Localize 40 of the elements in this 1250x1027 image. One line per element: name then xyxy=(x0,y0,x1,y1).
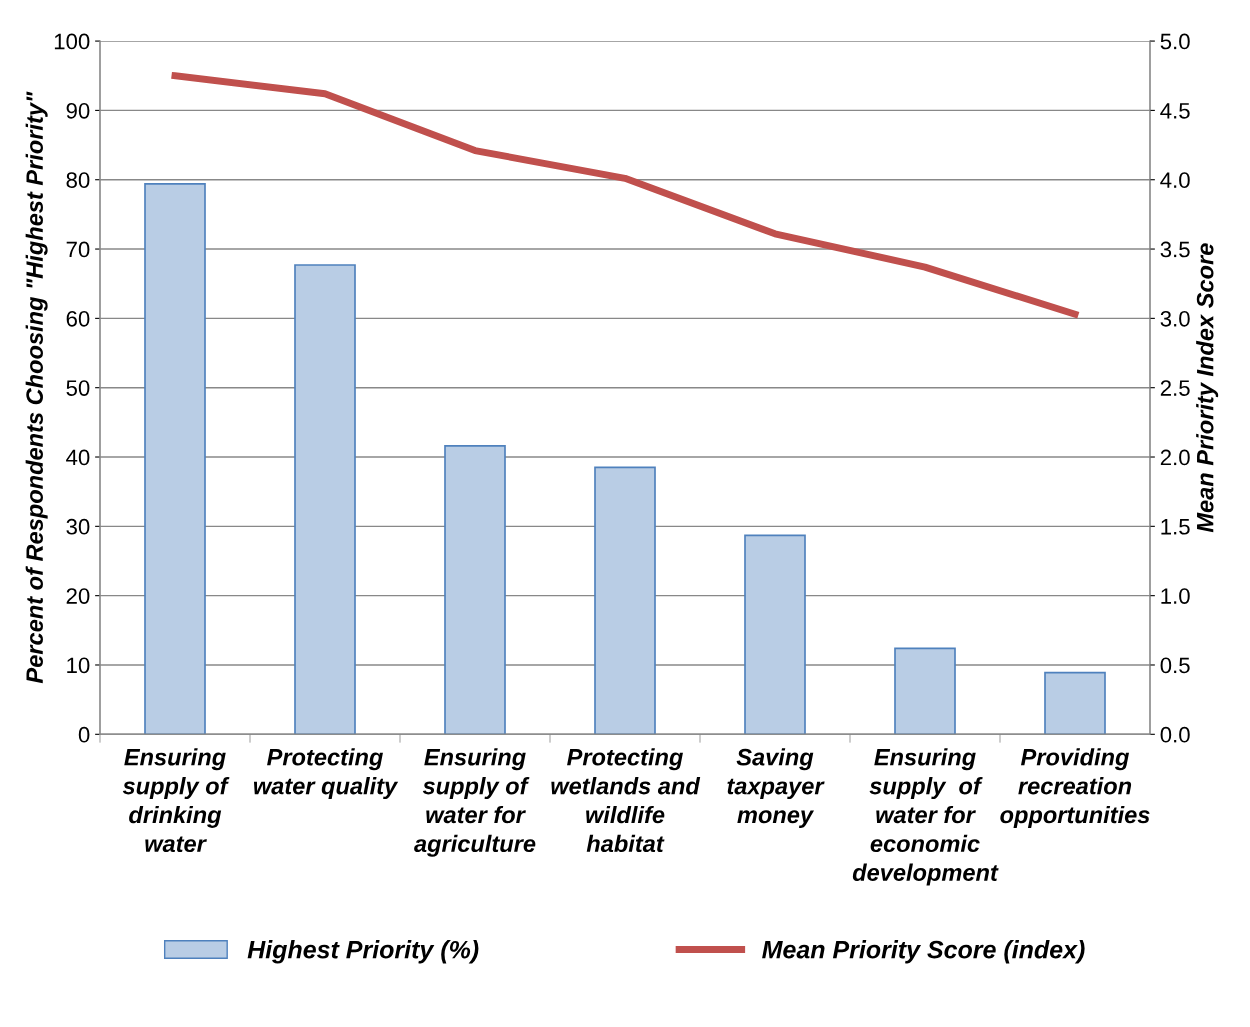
bar xyxy=(1044,671,1106,735)
y2-tick-label: 1.0 xyxy=(1161,588,1190,604)
y2-tick-label: 1.5 xyxy=(1161,519,1190,535)
bar xyxy=(594,466,656,735)
x-tick-label: Protecting water quality xyxy=(253,748,399,800)
y2-tick-label: 4.0 xyxy=(1160,172,1190,188)
bar xyxy=(144,183,206,735)
y2-tick-label: 0.5 xyxy=(1160,657,1190,674)
y-tick-label: 90 xyxy=(66,102,90,119)
bar xyxy=(894,647,956,735)
x-tick-label: Protecting wetlands and wildlife habitat xyxy=(551,748,701,853)
y-tick-label: 100 xyxy=(54,33,90,50)
x-tick-label: Ensuring supply of drinking water xyxy=(122,748,230,853)
bar xyxy=(744,534,806,735)
bar xyxy=(294,264,356,735)
x-tick-label: Saving taxpayer money xyxy=(727,748,825,828)
y2-tick-label: 5.0 xyxy=(1160,33,1190,50)
y2-tick-label: 4.5 xyxy=(1160,103,1190,119)
y2-tick-label: 2.5 xyxy=(1160,380,1190,396)
y-tick-label: 30 xyxy=(66,518,90,535)
y-tick-label: 40 xyxy=(66,449,90,466)
y-tick-label: 80 xyxy=(66,172,90,188)
y2-tick-label: 3.0 xyxy=(1160,310,1190,327)
legend-label: Mean Priority Score (index) xyxy=(762,940,1085,964)
y-tick-label: 0 xyxy=(78,726,90,743)
y2-tick-label: 3.5 xyxy=(1160,241,1190,258)
y2-tick-label: 0.0 xyxy=(1160,726,1190,743)
x-tick-label: Ensuring supply of water for agriculture xyxy=(414,748,536,857)
bar xyxy=(444,445,506,735)
y2-tick-label: 2.0 xyxy=(1160,449,1190,466)
y-tick-label: 10 xyxy=(67,657,90,674)
y-tick-label: 60 xyxy=(66,310,90,327)
x-tick-label: Providing recreation opportunities xyxy=(1000,748,1150,828)
x-tick-label: Ensuring supply of water for economic development xyxy=(852,748,999,886)
y2-axis-title: Mean Priority Index Score xyxy=(1196,243,1219,533)
legend-label: Highest Priority (%) xyxy=(247,940,479,964)
y-tick-label: 70 xyxy=(66,241,90,258)
y-axis-title: Percent of Respondents Choosing "Highest Priority" xyxy=(25,91,48,684)
y-tick-label: 20 xyxy=(66,588,90,604)
y-tick-label: 50 xyxy=(66,380,90,396)
